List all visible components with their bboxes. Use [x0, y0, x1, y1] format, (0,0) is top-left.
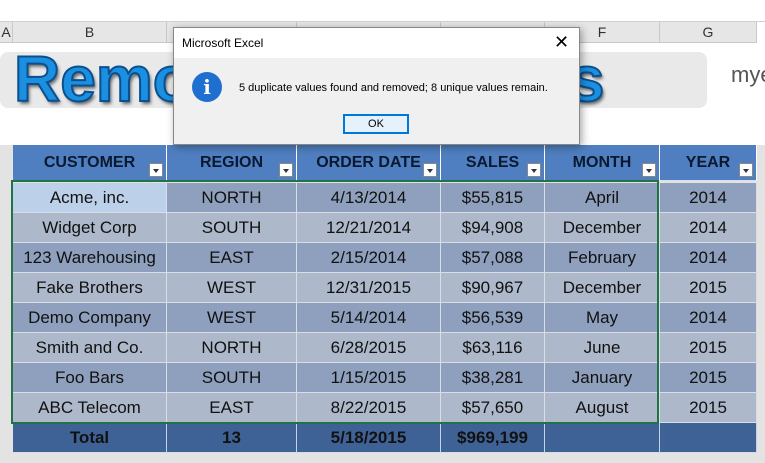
- filter-button[interactable]: [642, 163, 656, 177]
- table-cell[interactable]: 12/21/2014: [297, 213, 441, 243]
- table-cell[interactable]: 2014: [660, 213, 757, 243]
- table-cell[interactable]: 5/14/2014: [297, 303, 441, 333]
- filter-button[interactable]: [149, 163, 163, 177]
- table-cell[interactable]: WEST: [167, 303, 297, 333]
- table-cell[interactable]: 12/31/2015: [297, 273, 441, 303]
- brand: myexcelonline: [731, 62, 765, 87]
- table-cell[interactable]: Foo Bars: [13, 363, 167, 393]
- total-cell: Total: [13, 423, 167, 453]
- table-cell[interactable]: 123 Warehousing: [13, 243, 167, 273]
- table-cell[interactable]: 2015: [660, 393, 757, 423]
- info-icon: i: [192, 72, 222, 102]
- table-cell[interactable]: Acme, inc.: [13, 183, 167, 213]
- dialog-title: Microsoft Excel: [182, 36, 264, 50]
- table-cell[interactable]: EAST: [167, 243, 297, 273]
- column-header[interactable]: A: [0, 22, 13, 43]
- table-cell[interactable]: $38,281: [441, 363, 545, 393]
- dialog-message: 5 duplicate values found and removed; 8 …: [239, 82, 548, 94]
- table-cell[interactable]: $94,908: [441, 213, 545, 243]
- table-cell[interactable]: 2/15/2014: [297, 243, 441, 273]
- filter-button[interactable]: [423, 163, 437, 177]
- table-cell[interactable]: Smith and Co.: [13, 333, 167, 363]
- table-cell[interactable]: February: [545, 243, 660, 273]
- table-cell[interactable]: $55,815: [441, 183, 545, 213]
- table-cell[interactable]: $57,650: [441, 393, 545, 423]
- table-cell[interactable]: April: [545, 183, 660, 213]
- table-cell[interactable]: May: [545, 303, 660, 333]
- table-cell[interactable]: $90,967: [441, 273, 545, 303]
- total-cell: [545, 423, 660, 453]
- table-cell[interactable]: 2014: [660, 303, 757, 333]
- table-cell[interactable]: 2015: [660, 363, 757, 393]
- filter-button[interactable]: [739, 163, 753, 177]
- total-cell: 5/18/2015: [297, 423, 441, 453]
- table-cell[interactable]: 2014: [660, 243, 757, 273]
- ok-button[interactable]: OK: [343, 114, 409, 134]
- table-cell[interactable]: January: [545, 363, 660, 393]
- table-cell[interactable]: SOUTH: [167, 363, 297, 393]
- table-cell[interactable]: 2014: [660, 183, 757, 213]
- table-cell[interactable]: NORTH: [167, 333, 297, 363]
- formula-bar: [0, 0, 765, 22]
- table-cell[interactable]: SOUTH: [167, 213, 297, 243]
- table-header: CUSTOMER: [13, 145, 167, 181]
- table-cell[interactable]: 2015: [660, 273, 757, 303]
- table-cell[interactable]: $56,539: [441, 303, 545, 333]
- table-header: ORDER DATE: [297, 145, 441, 181]
- dialog-titlebar: Microsoft Excel ✕: [174, 28, 579, 58]
- table-cell[interactable]: 2015: [660, 333, 757, 363]
- table-cell[interactable]: Widget Corp: [13, 213, 167, 243]
- selection: [11, 180, 659, 424]
- filter-button[interactable]: [527, 163, 541, 177]
- table-cell[interactable]: 6/28/2015: [297, 333, 441, 363]
- table-cell[interactable]: NORTH: [167, 183, 297, 213]
- table-cell[interactable]: Demo Company: [13, 303, 167, 333]
- table-cell[interactable]: 1/15/2015: [297, 363, 441, 393]
- table-cell[interactable]: ABC Telecom: [13, 393, 167, 423]
- total-cell: [660, 423, 757, 453]
- total-cell: 13: [167, 423, 297, 453]
- table-header: REGION: [167, 145, 297, 181]
- table-cell[interactable]: Fake Brothers: [13, 273, 167, 303]
- table-cell[interactable]: $63,116: [441, 333, 545, 363]
- total-cell: $969,199: [441, 423, 545, 453]
- table-cell[interactable]: December: [545, 273, 660, 303]
- dialog: Microsoft Excel ✕ i 5 duplicate values f…: [173, 27, 580, 145]
- table-header: YEAR: [660, 145, 757, 181]
- close-button[interactable]: ✕: [554, 32, 570, 52]
- table-cell[interactable]: June: [545, 333, 660, 363]
- table-header: MONTH: [545, 145, 660, 181]
- table-cell[interactable]: December: [545, 213, 660, 243]
- table-cell[interactable]: WEST: [167, 273, 297, 303]
- table-cell[interactable]: 4/13/2014: [297, 183, 441, 213]
- filter-button[interactable]: [279, 163, 293, 177]
- column-header[interactable]: B: [13, 22, 167, 43]
- column-header[interactable]: G: [660, 22, 757, 43]
- table-header: SALES: [441, 145, 545, 181]
- table-cell[interactable]: $57,088: [441, 243, 545, 273]
